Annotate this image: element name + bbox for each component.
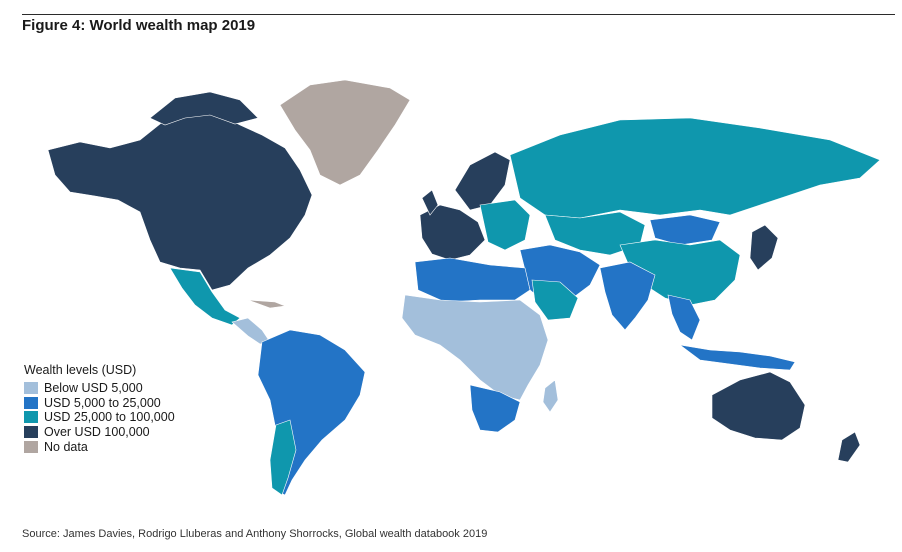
region-australia — [711, 371, 806, 441]
legend-item-below-5000: Below USD 5,000 — [24, 381, 175, 396]
region-greenland — [279, 79, 411, 186]
region-central-america — [231, 317, 271, 345]
legend-title: Wealth levels (USD) — [24, 363, 137, 377]
region-north-africa — [414, 257, 531, 303]
legend-item-over-100000: Over USD 100,000 — [24, 425, 175, 440]
legend-swatch — [24, 382, 38, 395]
region-southeast-asia — [667, 294, 701, 341]
region-new-zealand — [837, 431, 861, 463]
region-indonesia — [679, 344, 796, 371]
legend-item-25000-to-100000: USD 25,000 to 100,000 — [24, 410, 175, 425]
legend-label: No data — [44, 439, 88, 454]
legend-label: Over USD 100,000 — [44, 425, 150, 440]
region-southern-africa — [469, 384, 521, 433]
region-japan — [749, 224, 779, 271]
region-scandinavia — [454, 151, 511, 211]
figure-title: Figure 4: World wealth map 2019 — [22, 17, 256, 34]
region-eastern-europe — [479, 199, 531, 251]
region-arabia — [531, 279, 579, 321]
legend-item-no-data: No data — [24, 439, 175, 454]
region-caribbean — [247, 299, 287, 309]
region-canada-islands — [149, 91, 259, 126]
region-chile-argentina — [269, 419, 297, 496]
legend-swatch — [24, 440, 38, 453]
region-russia — [509, 117, 881, 219]
legend-item-5000-to-25000: USD 5,000 to 25,000 — [24, 396, 175, 411]
region-india — [599, 261, 656, 331]
region-madagascar — [542, 379, 559, 413]
legend-swatch — [24, 411, 38, 424]
region-europe-west — [419, 204, 486, 261]
legend-label: USD 5,000 to 25,000 — [44, 395, 161, 410]
source-note: Source: James Davies, Rodrigo Lluberas a… — [22, 528, 488, 540]
legend-label: USD 25,000 to 100,000 — [44, 410, 175, 425]
legend-swatch — [24, 396, 38, 409]
region-africa — [401, 294, 549, 401]
region-uk — [421, 189, 439, 216]
region-north-america — [47, 107, 313, 291]
legend-label: Below USD 5,000 — [44, 381, 143, 396]
region-mongolia — [649, 214, 721, 246]
legend: Wealth levels (USD) Below USD 5,000 USD … — [24, 363, 175, 454]
top-rule — [22, 14, 895, 15]
legend-swatch — [24, 426, 38, 439]
